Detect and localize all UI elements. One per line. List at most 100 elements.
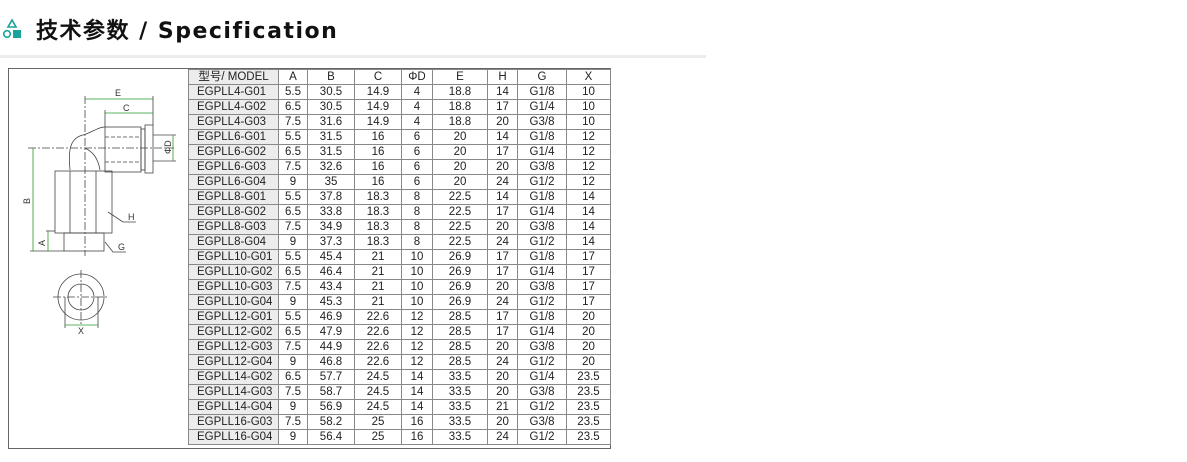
table-row: EGPLL6-G02 6.5 31.5 16 6 20 17 G1/4 12 <box>188 144 611 160</box>
value-cell: 26.9 <box>432 264 488 280</box>
value-cell: 34.9 <box>307 219 355 235</box>
model-cell: EGPLL6-G04 <box>188 174 279 190</box>
value-cell: 6 <box>401 129 433 145</box>
value-cell: G3/8 <box>517 339 567 355</box>
value-cell: G1/2 <box>517 294 567 310</box>
model-cell: EGPLL8-G02 <box>188 204 279 220</box>
value-cell: 21 <box>354 294 402 310</box>
value-cell: 26.9 <box>432 279 488 295</box>
value-cell: 44.9 <box>307 339 355 355</box>
value-cell: 14 <box>487 129 518 145</box>
dim-d-label: ΦD <box>163 140 173 154</box>
column-header: X <box>566 69 611 85</box>
table-row: EGPLL12-G04 9 46.8 22.6 12 28.5 24 G1/2 20 <box>188 354 611 370</box>
value-cell: 17 <box>487 324 518 340</box>
value-cell: G1/8 <box>517 129 567 145</box>
table-row: EGPLL6-G04 9 35 16 6 20 24 G1/2 12 <box>188 174 611 190</box>
value-cell: 8 <box>401 219 433 235</box>
value-cell: 46.9 <box>307 309 355 325</box>
value-cell: 10 <box>401 249 433 265</box>
value-cell: 14 <box>566 204 611 220</box>
value-cell: 5.5 <box>278 249 308 265</box>
value-cell: 14 <box>566 189 611 205</box>
value-cell: 7.5 <box>278 219 308 235</box>
model-cell: EGPLL4-G02 <box>188 99 279 115</box>
table-row: EGPLL10-G03 7.5 43.4 21 10 26.9 20 G3/8 17 <box>188 279 611 295</box>
value-cell: 18.8 <box>432 99 488 115</box>
value-cell: 22.5 <box>432 234 488 250</box>
value-cell: 23.5 <box>566 369 611 385</box>
value-cell: 45.3 <box>307 294 355 310</box>
value-cell: 7.5 <box>278 384 308 400</box>
shapes-icon <box>2 18 21 39</box>
value-cell: 12 <box>401 339 433 355</box>
value-cell: 33.5 <box>432 399 488 415</box>
value-cell: 22.5 <box>432 219 488 235</box>
value-cell: G1/2 <box>517 429 567 445</box>
table-row: EGPLL8-G01 5.5 37.8 18.3 8 22.5 14 G1/8 14 <box>188 189 611 205</box>
value-cell: 9 <box>278 429 308 445</box>
value-cell: 16 <box>354 174 402 190</box>
column-header: A <box>278 69 308 85</box>
value-cell: 23.5 <box>566 384 611 400</box>
value-cell: 37.3 <box>307 234 355 250</box>
table-row: EGPLL10-G01 5.5 45.4 21 10 26.9 17 G1/8 17 <box>188 249 611 265</box>
value-cell: 14.9 <box>354 84 402 100</box>
value-cell: 46.8 <box>307 354 355 370</box>
value-cell: 6.5 <box>278 144 308 160</box>
model-cell: EGPLL6-G02 <box>188 144 279 160</box>
value-cell: 33.8 <box>307 204 355 220</box>
value-cell: 16 <box>401 429 433 445</box>
value-cell: G1/8 <box>517 189 567 205</box>
value-cell: 4 <box>401 84 433 100</box>
model-cell: EGPLL12-G04 <box>188 354 279 370</box>
value-cell: 18.3 <box>354 189 402 205</box>
value-cell: 4 <box>401 114 433 130</box>
value-cell: G1/2 <box>517 399 567 415</box>
value-cell: G1/8 <box>517 84 567 100</box>
model-cell: EGPLL6-G01 <box>188 129 279 145</box>
value-cell: 12 <box>566 159 611 175</box>
value-cell: 18.3 <box>354 219 402 235</box>
value-cell: 7.5 <box>278 159 308 175</box>
value-cell: 14 <box>487 189 518 205</box>
value-cell: 22.5 <box>432 204 488 220</box>
dim-c-label: C <box>123 103 130 113</box>
value-cell: 5.5 <box>278 189 308 205</box>
model-cell: EGPLL12-G03 <box>188 339 279 355</box>
value-cell: 6.5 <box>278 369 308 385</box>
table-row: EGPLL8-G04 9 37.3 18.3 8 22.5 24 G1/2 14 <box>188 234 611 250</box>
value-cell: 7.5 <box>278 414 308 430</box>
value-cell: 5.5 <box>278 129 308 145</box>
value-cell: 6 <box>401 144 433 160</box>
value-cell: 31.5 <box>307 129 355 145</box>
spec-frame <box>8 68 611 449</box>
table-row: EGPLL4-G03 7.5 31.6 14.9 4 18.8 20 G3/8 10 <box>188 114 611 130</box>
value-cell: G1/8 <box>517 249 567 265</box>
value-cell: 30.5 <box>307 99 355 115</box>
model-cell: EGPLL16-G03 <box>188 414 279 430</box>
dim-e-label: E <box>115 88 121 98</box>
value-cell: 8 <box>401 204 433 220</box>
value-cell: 12 <box>401 309 433 325</box>
value-cell: 20 <box>487 219 518 235</box>
value-cell: 56.4 <box>307 429 355 445</box>
value-cell: 17 <box>566 294 611 310</box>
value-cell: 10 <box>401 279 433 295</box>
dim-b-label: B <box>22 198 32 204</box>
table-row: EGPLL12-G01 5.5 46.9 22.6 12 28.5 17 G1/8 20 <box>188 309 611 325</box>
model-cell: EGPLL10-G03 <box>188 279 279 295</box>
value-cell: 17 <box>566 264 611 280</box>
value-cell: 57.7 <box>307 369 355 385</box>
value-cell: 24 <box>487 429 518 445</box>
value-cell: 43.4 <box>307 279 355 295</box>
value-cell: 23.5 <box>566 429 611 445</box>
value-cell: 22.5 <box>432 189 488 205</box>
value-cell: 14 <box>487 84 518 100</box>
value-cell: 32.6 <box>307 159 355 175</box>
table-row: EGPLL12-G03 7.5 44.9 22.6 12 28.5 20 G3/8 20 <box>188 339 611 355</box>
model-cell: EGPLL8-G01 <box>188 189 279 205</box>
value-cell: 17 <box>566 249 611 265</box>
model-cell: EGPLL10-G02 <box>188 264 279 280</box>
value-cell: 5.5 <box>278 84 308 100</box>
